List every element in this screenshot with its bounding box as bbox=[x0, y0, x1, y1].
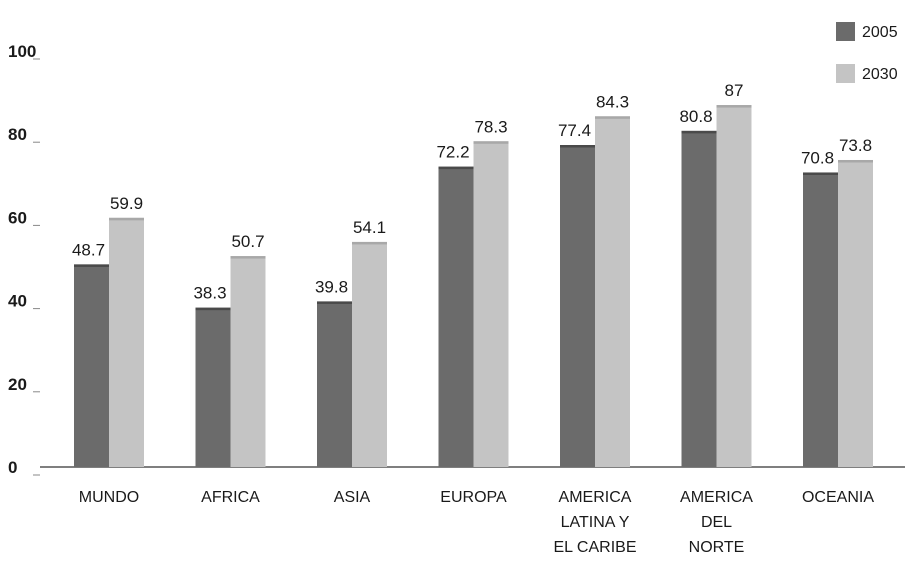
value-label-2005-1: 38.3 bbox=[193, 284, 226, 303]
x-category-line: LATINA Y bbox=[561, 514, 630, 531]
bar-top-edge bbox=[681, 130, 717, 134]
bar-2030-0 bbox=[109, 217, 144, 467]
bar-2005-6 bbox=[803, 172, 838, 468]
value-label-2005-2: 39.8 bbox=[315, 277, 348, 296]
value-label-2005-4: 77.4 bbox=[558, 121, 591, 140]
value-label-2005-6: 70.8 bbox=[801, 148, 834, 167]
bar-2030-4 bbox=[595, 116, 630, 467]
x-category-line: MUNDO bbox=[79, 489, 139, 506]
value-label-2030-3: 78.3 bbox=[474, 117, 507, 136]
bar-top-edge bbox=[716, 105, 752, 108]
x-category-label-6: OCEANIA bbox=[802, 489, 874, 506]
x-category-label-0: MUNDO bbox=[79, 489, 139, 506]
y-tick-label: 40 bbox=[8, 292, 27, 311]
y-axis: 0 20 40 60 80 100 bbox=[8, 42, 40, 477]
value-label-2030-1: 50.7 bbox=[231, 232, 264, 251]
value-label-2030-4: 84.3 bbox=[596, 92, 629, 111]
bar-2005-2 bbox=[317, 301, 352, 467]
x-category-label-2: ASIA bbox=[334, 489, 371, 506]
bar-2005-0 bbox=[74, 264, 109, 467]
bar-2030-5 bbox=[716, 105, 752, 467]
bars-group bbox=[74, 105, 873, 468]
value-label-2030-2: 54.1 bbox=[353, 218, 386, 237]
x-category-label-4: AMERICA LATINA Y EL CARIBE bbox=[554, 489, 637, 556]
bar-top-edge bbox=[438, 166, 474, 170]
x-category-line: EL CARIBE bbox=[554, 539, 637, 556]
legend-label-2030: 2030 bbox=[862, 66, 898, 83]
x-category-line: DEL bbox=[701, 514, 732, 531]
legend-label-2005: 2005 bbox=[862, 24, 898, 41]
value-label-2030-5: 87 bbox=[725, 81, 744, 100]
bar-2005-5 bbox=[681, 130, 717, 467]
x-category-line: OCEANIA bbox=[802, 489, 874, 506]
value-labels-group: 48.7 59.9 38.3 50.7 39.8 54.1 72.2 78.3 77.4 84.3… bbox=[72, 81, 872, 303]
bar-top-edge bbox=[803, 172, 838, 175]
value-label-2030-6: 73.8 bbox=[839, 136, 872, 155]
value-label-2005-5: 80.8 bbox=[679, 107, 712, 126]
bar-2005-1 bbox=[195, 307, 231, 467]
bar-2005-3 bbox=[438, 166, 474, 467]
bar-top-edge bbox=[74, 264, 109, 267]
x-category-line: AMERICA bbox=[680, 489, 753, 506]
bar-top-edge bbox=[560, 145, 595, 148]
bar-2030-3 bbox=[473, 141, 509, 467]
value-label-2005-0: 48.7 bbox=[72, 240, 105, 259]
legend: 2005 2030 bbox=[836, 22, 898, 83]
y-tick-label: 0 bbox=[8, 458, 17, 477]
bar-2030-1 bbox=[230, 256, 266, 467]
bar-top-edge bbox=[195, 307, 231, 311]
x-category-line: EUROPA bbox=[440, 489, 507, 506]
x-labels-group: MUNDO AFRICA ASIA EUROPA AMERICA LATINA Y EL C… bbox=[79, 489, 875, 556]
bar-2030-2 bbox=[352, 241, 387, 467]
bar-top-edge bbox=[595, 116, 630, 119]
x-category-label-1: AFRICA bbox=[201, 489, 260, 506]
bar-top-edge bbox=[230, 256, 266, 259]
bar-top-edge bbox=[109, 217, 144, 221]
y-tick-label: 60 bbox=[8, 208, 27, 227]
bar-top-edge bbox=[317, 301, 352, 304]
bar-top-edge bbox=[473, 141, 509, 144]
bar-top-edge bbox=[352, 241, 387, 245]
x-category-line: AFRICA bbox=[201, 489, 260, 506]
x-category-line: AMERICA bbox=[559, 489, 632, 506]
bar-top-edge bbox=[838, 159, 873, 163]
value-label-2005-3: 72.2 bbox=[436, 143, 469, 162]
bar-2005-4 bbox=[560, 145, 595, 468]
x-category-line: NORTE bbox=[689, 539, 745, 556]
bar-2030-6 bbox=[838, 159, 873, 467]
x-category-line: ASIA bbox=[334, 489, 371, 506]
legend-swatch-2005 bbox=[836, 22, 855, 41]
x-category-label-5: AMERICA DEL NORTE bbox=[680, 489, 753, 556]
y-tick-label: 100 bbox=[8, 42, 36, 61]
x-category-label-3: EUROPA bbox=[440, 489, 507, 506]
value-label-2030-0: 59.9 bbox=[110, 194, 143, 213]
y-tick-label: 20 bbox=[8, 375, 27, 394]
legend-swatch-2030 bbox=[836, 64, 855, 83]
y-tick-label: 80 bbox=[8, 125, 27, 144]
